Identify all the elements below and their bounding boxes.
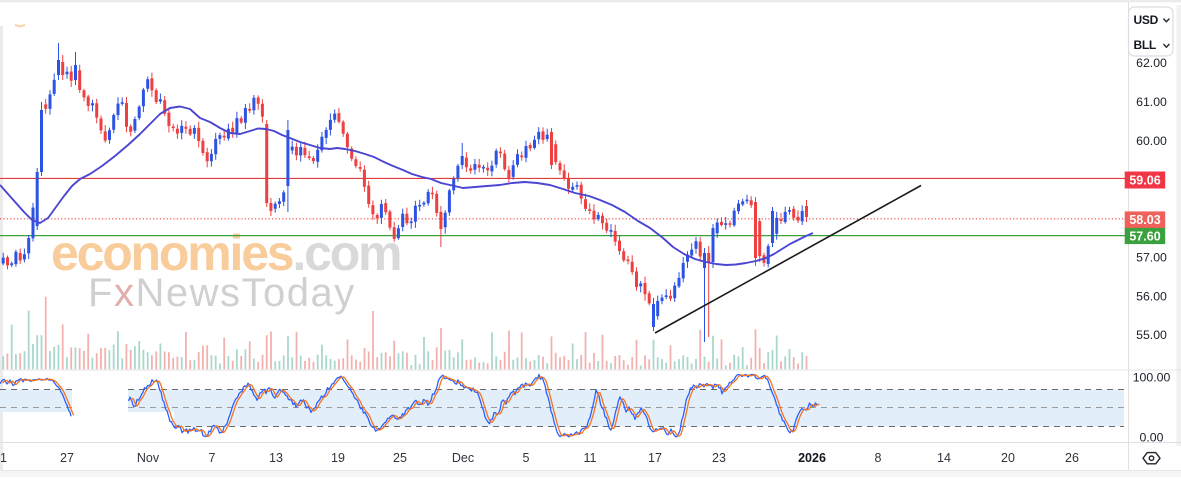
svg-text:8: 8 — [875, 451, 882, 465]
svg-text:17: 17 — [648, 451, 662, 465]
svg-text:5: 5 — [523, 451, 530, 465]
svg-text:55.00: 55.00 — [1136, 328, 1167, 342]
svg-text:58.03: 58.03 — [1129, 213, 1160, 227]
svg-text:20: 20 — [1001, 451, 1015, 465]
svg-text:0.00: 0.00 — [1140, 431, 1164, 445]
svg-text:23: 23 — [712, 451, 726, 465]
svg-text:7: 7 — [209, 451, 216, 465]
svg-text:57.60: 57.60 — [1129, 229, 1160, 243]
svg-text:59.06: 59.06 — [1129, 173, 1160, 187]
svg-text:25: 25 — [393, 451, 407, 465]
svg-text:26: 26 — [1065, 451, 1079, 465]
svg-text:2026: 2026 — [798, 451, 826, 465]
svg-text:61.00: 61.00 — [1136, 95, 1167, 109]
svg-text:56.00: 56.00 — [1136, 289, 1167, 303]
svg-text:21: 21 — [0, 451, 7, 465]
svg-text:USD: USD — [1134, 13, 1159, 27]
svg-text:19: 19 — [331, 451, 345, 465]
svg-text:14: 14 — [937, 451, 951, 465]
svg-text:11: 11 — [584, 451, 597, 465]
svg-text:62.00: 62.00 — [1136, 56, 1167, 70]
svg-text:60.00: 60.00 — [1136, 134, 1167, 148]
svg-text:FxNewsToday: FxNewsToday — [88, 271, 356, 315]
svg-text:13: 13 — [269, 451, 283, 465]
svg-text:Dec: Dec — [452, 451, 474, 465]
svg-text:BLL: BLL — [1134, 38, 1156, 52]
svg-text:100.00: 100.00 — [1133, 371, 1171, 385]
svg-text:57.00: 57.00 — [1136, 251, 1167, 265]
svg-text:Nov: Nov — [137, 451, 160, 465]
svg-text:27: 27 — [60, 451, 74, 465]
